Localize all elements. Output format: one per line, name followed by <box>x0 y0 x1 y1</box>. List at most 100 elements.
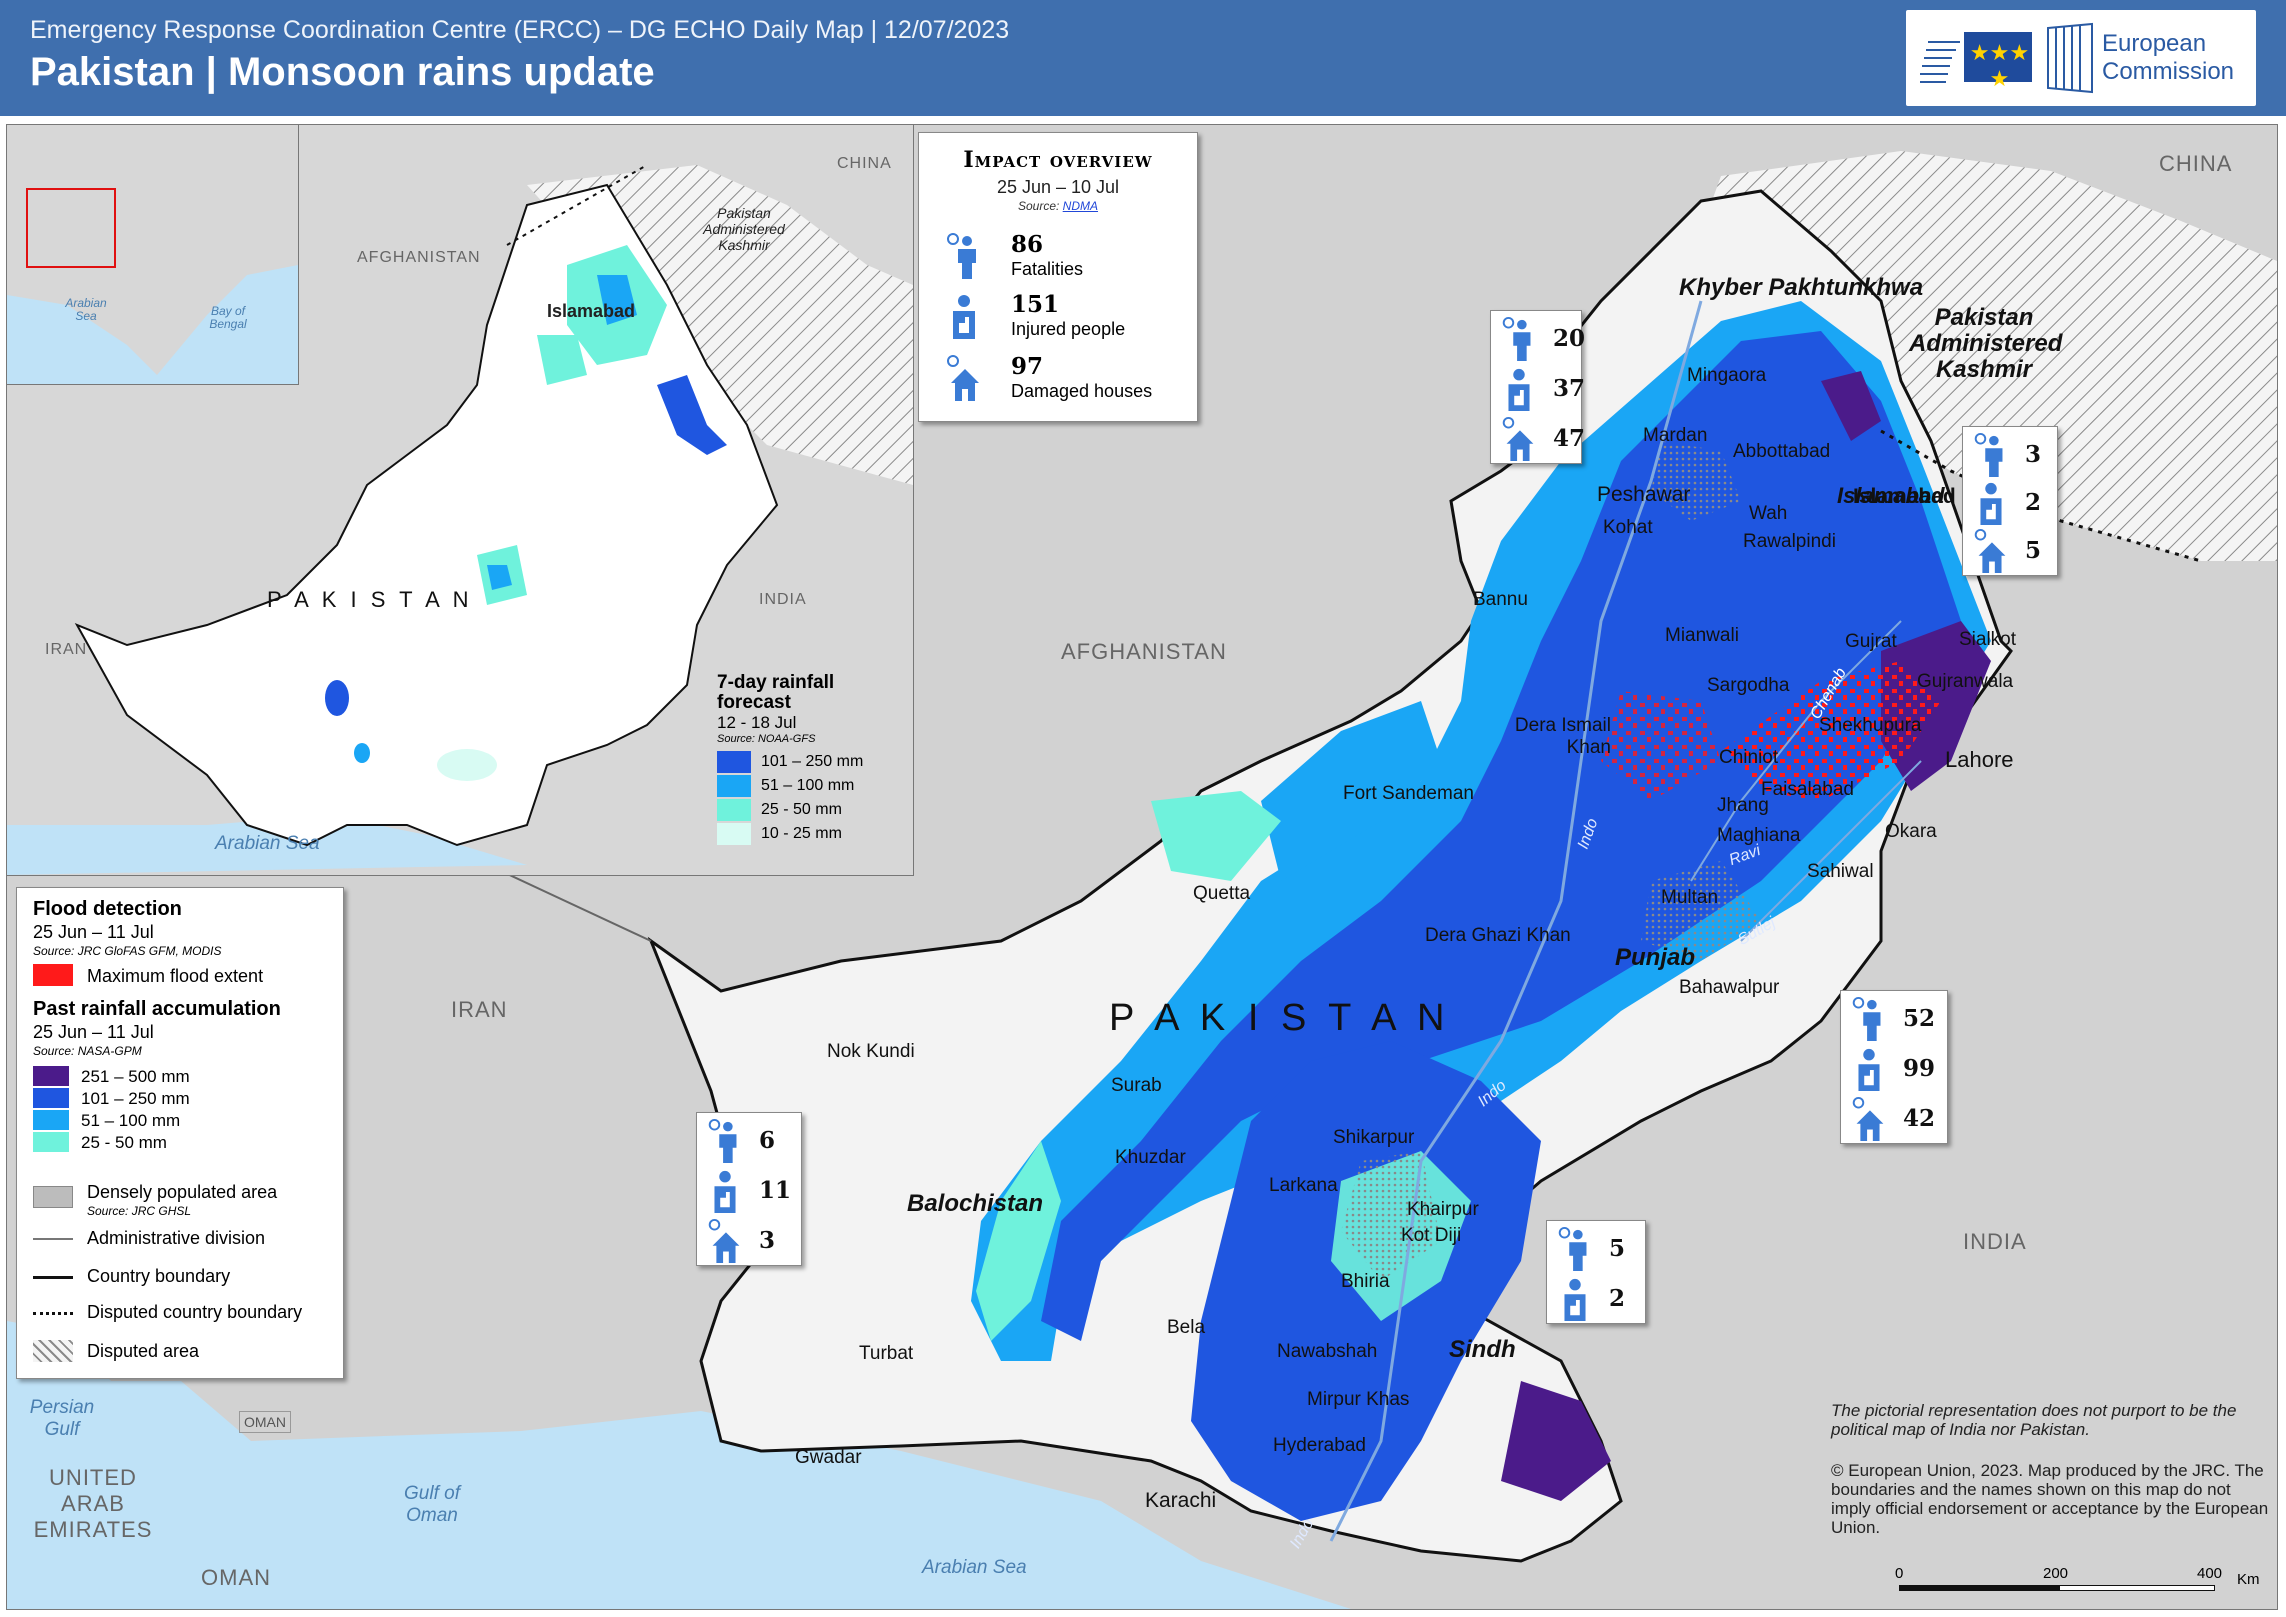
city-label: Turbat <box>859 1343 914 1364</box>
legend-rain-dates: 25 Jun – 11 Jul <box>33 1022 154 1042</box>
fatalities-icon <box>1558 1227 1587 1271</box>
city-label: Shekhupura <box>1819 715 1922 736</box>
city-label: Peshawar <box>1597 483 1691 506</box>
city-label: Gujrat <box>1845 631 1897 652</box>
city-label: Khairpur <box>1407 1199 1479 1220</box>
map-header: Emergency Response Coordination Centre (… <box>0 0 2286 116</box>
fatalities-icon <box>1852 997 1881 1041</box>
damaged-house-icon <box>1852 1097 1884 1141</box>
city-label: Bahawalpur <box>1679 977 1780 998</box>
city-label: Jhang <box>1717 795 1769 816</box>
label-oman-enclave: OMAN <box>239 1411 291 1433</box>
populated-swatch <box>33 1186 73 1208</box>
rain-25-50-zone-west <box>976 1141 1061 1341</box>
inset-label-afghanistan: AFGHANISTAN <box>357 249 481 266</box>
source-link[interactable]: NDMA <box>1062 199 1099 213</box>
city-label: Mianwali <box>1665 625 1739 646</box>
city-label: Gwadar <box>795 1447 862 1468</box>
injured-icon <box>1508 368 1530 411</box>
overview-label-bay-of-bengal: Bay of Bengal <box>209 304 247 331</box>
inset-label-islamabad: Islamabad <box>547 301 636 321</box>
inset-label-china: CHINA <box>837 155 892 172</box>
populated-peshawar <box>1651 441 1741 521</box>
disputed-area-swatch <box>33 1340 73 1362</box>
province-khyber-pakhtunkhwa: Khyber Pakhtunkhwa <box>1679 274 1924 301</box>
city-label: Larkana <box>1269 1175 1338 1196</box>
organization-line: Emergency Response Coordination Centre (… <box>30 16 1010 44</box>
damaged-house-icon <box>947 355 979 401</box>
arabian-sea-area <box>7 1381 1351 1609</box>
populated-multan <box>1641 861 1761 961</box>
damaged-house-icon <box>1502 417 1534 461</box>
city-label: Shikarpur <box>1333 1127 1415 1148</box>
forecast-legend: 7-day rainfall forecast 12 - 18 Jul Sour… <box>717 673 907 847</box>
impact-row-injured: 151 Injured people <box>919 289 1197 349</box>
label-iran: IRAN <box>451 997 508 1022</box>
sutlej-river <box>1740 760 1922 942</box>
legend-rain-source: Source: NASA-GPM <box>33 1044 142 1058</box>
city-label: Mirpur Khas <box>1307 1389 1410 1410</box>
forecast-inset-map[interactable]: AFGHANISTAN IRAN INDIA CHINA P A K I S T… <box>7 125 914 876</box>
city-label: Nok Kundi <box>827 1041 915 1062</box>
injured-icon <box>953 295 975 339</box>
city-label: Sialkot <box>1959 629 2017 650</box>
city-label: Bhiria <box>1341 1271 1390 1292</box>
city-label: Dera Ghazi Khan <box>1425 925 1571 946</box>
label-arabian-sea: Arabian Sea <box>922 1557 1027 1578</box>
stats-punjab: 52 99 42 <box>1840 990 1948 1144</box>
injured-icon <box>714 1170 736 1213</box>
city-label: Lahore <box>1945 747 2014 772</box>
city-label: Bela <box>1167 1317 1206 1338</box>
rain-101-250-zone <box>1041 331 1961 1341</box>
impact-row-houses: 97 Damaged houses <box>919 351 1197 411</box>
city-label: Kohat <box>1603 517 1653 538</box>
fatalities-icon <box>1502 317 1531 361</box>
legend-flood-dates: 25 Jun – 11 Jul <box>33 922 154 942</box>
city-label: Wah <box>1749 503 1788 524</box>
province-kashmir: Pakistan Administered Kashmir <box>1909 304 2063 383</box>
city-label: Hyderabad <box>1273 1435 1366 1456</box>
label-afghanistan: AFGHANISTAN <box>1061 639 1227 664</box>
legend-flood-item: Maximum flood extent <box>87 966 264 986</box>
city-label: Dera Ismail Khan <box>1514 715 1611 758</box>
scale-bar: 0 200 400 Km <box>1889 1561 2260 1601</box>
copyright: © European Union, 2023. Map produced by … <box>1831 1461 2269 1537</box>
city-label: Sargodha <box>1707 675 1790 696</box>
city-label: Sahiwal <box>1807 861 1874 882</box>
label-oman: OMAN <box>201 1565 271 1590</box>
legend-flood-title: Flood detection <box>33 898 182 920</box>
impact-overview-panel: Impact overview 25 Jun – 10 Jul Source: … <box>918 132 1198 422</box>
inset-label-pakistan: P A K I S T A N <box>267 587 473 612</box>
rain-swatch-51-100 <box>33 1110 69 1130</box>
damaged-house-icon <box>1974 529 2006 573</box>
chenab-river <box>1690 620 1902 882</box>
city-label: Bannu <box>1473 589 1528 610</box>
overview-label-arabian-sea: Arabian Sea <box>65 296 107 323</box>
city-label: Multan <box>1661 887 1719 908</box>
stats-kashmir: 3 2 5 <box>1962 426 2058 576</box>
rain-25-50-zone-north <box>1151 791 1281 881</box>
city-label: Islamabad <box>1853 485 1956 508</box>
capital-label: Islamabad <box>1837 483 1945 508</box>
injured-icon <box>1858 1048 1880 1091</box>
city-label: Kot Diji <box>1401 1225 1462 1246</box>
fatalities-icon <box>947 233 976 279</box>
country-line-swatch <box>33 1276 73 1279</box>
impact-row-fatalities: 86 Fatalities <box>919 229 1197 289</box>
city-label: Nawabshah <box>1277 1341 1378 1362</box>
inset-label-arabian-sea: Arabian Sea <box>215 833 320 854</box>
rain-swatch-25-50 <box>33 1132 69 1152</box>
european-commission-logo: ★ ★ ★ ★ European Commission <box>1906 10 2256 106</box>
city-label: Karachi <box>1145 1489 1217 1512</box>
admin-line-swatch <box>33 1238 73 1240</box>
injured-icon <box>1980 482 2002 525</box>
rain-251-500-zone-north <box>1821 371 1881 441</box>
flood-extent-punjab <box>1721 661 1941 801</box>
impact-dates: 25 Jun – 10 Jul <box>996 177 1120 197</box>
legend-flood-source: Source: JRC GloFAS GFM, MODIS <box>33 944 222 958</box>
city-label: Chiniot <box>1719 747 1779 768</box>
label-india: INDIA <box>1963 1229 2027 1254</box>
inset-label-kashmir: Pakistan Administered Kashmir <box>703 205 785 253</box>
label-pakistan: P A K I S T A N <box>1109 997 1451 1039</box>
commission-building-icon <box>1920 22 2093 94</box>
